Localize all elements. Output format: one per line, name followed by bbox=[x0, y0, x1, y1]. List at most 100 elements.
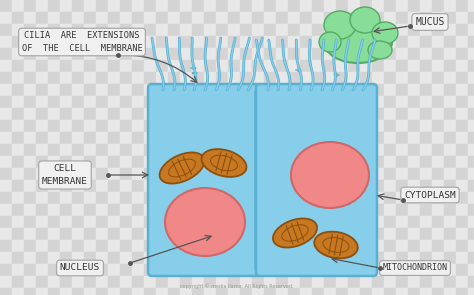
Bar bbox=[132, 48, 144, 60]
Bar bbox=[408, 108, 420, 120]
Bar bbox=[180, 156, 192, 168]
Bar bbox=[60, 12, 72, 24]
Bar bbox=[252, 252, 264, 264]
Bar bbox=[72, 264, 84, 276]
Bar bbox=[72, 84, 84, 96]
Bar bbox=[96, 24, 108, 36]
Ellipse shape bbox=[350, 7, 380, 33]
Bar bbox=[360, 240, 372, 252]
Bar bbox=[312, 84, 324, 96]
Bar bbox=[468, 36, 474, 48]
Bar bbox=[312, 168, 324, 180]
Bar bbox=[432, 12, 444, 24]
Bar bbox=[84, 72, 96, 84]
Bar bbox=[432, 120, 444, 132]
Bar bbox=[408, 168, 420, 180]
Bar bbox=[276, 12, 288, 24]
Bar bbox=[144, 252, 156, 264]
Bar bbox=[12, 264, 24, 276]
Bar bbox=[372, 132, 384, 144]
Bar bbox=[252, 120, 264, 132]
Bar bbox=[36, 72, 48, 84]
Bar bbox=[0, 0, 12, 12]
Bar bbox=[456, 72, 468, 84]
Bar bbox=[288, 216, 300, 228]
Bar bbox=[420, 96, 432, 108]
Bar bbox=[372, 168, 384, 180]
Bar bbox=[48, 216, 60, 228]
Bar bbox=[384, 168, 396, 180]
Ellipse shape bbox=[165, 188, 245, 256]
Bar bbox=[264, 0, 276, 12]
Bar bbox=[324, 108, 336, 120]
Bar bbox=[216, 204, 228, 216]
Bar bbox=[132, 252, 144, 264]
Bar bbox=[300, 180, 312, 192]
Bar bbox=[408, 36, 420, 48]
Bar bbox=[132, 264, 144, 276]
Bar bbox=[108, 240, 120, 252]
Bar bbox=[0, 84, 12, 96]
Bar bbox=[12, 72, 24, 84]
Bar bbox=[252, 216, 264, 228]
Bar bbox=[288, 240, 300, 252]
Bar bbox=[312, 48, 324, 60]
Bar bbox=[276, 108, 288, 120]
Bar bbox=[60, 288, 72, 295]
Bar bbox=[144, 168, 156, 180]
Bar bbox=[468, 144, 474, 156]
Bar bbox=[144, 84, 156, 96]
Bar bbox=[72, 156, 84, 168]
Bar bbox=[420, 36, 432, 48]
Bar bbox=[204, 240, 216, 252]
Bar bbox=[456, 180, 468, 192]
Bar bbox=[336, 180, 348, 192]
Bar bbox=[36, 0, 48, 12]
Bar bbox=[36, 216, 48, 228]
Bar bbox=[0, 216, 12, 228]
Bar bbox=[276, 240, 288, 252]
Bar bbox=[12, 192, 24, 204]
Bar bbox=[300, 144, 312, 156]
Bar bbox=[48, 60, 60, 72]
Bar bbox=[300, 108, 312, 120]
Bar bbox=[372, 0, 384, 12]
Bar bbox=[120, 36, 132, 48]
Bar bbox=[420, 192, 432, 204]
Bar bbox=[420, 204, 432, 216]
FancyBboxPatch shape bbox=[256, 84, 377, 276]
Bar bbox=[420, 84, 432, 96]
Bar bbox=[432, 96, 444, 108]
Bar bbox=[288, 144, 300, 156]
Bar bbox=[96, 96, 108, 108]
Text: CYTOPLASM: CYTOPLASM bbox=[404, 191, 456, 199]
Bar bbox=[84, 60, 96, 72]
Bar bbox=[396, 12, 408, 24]
Bar bbox=[60, 264, 72, 276]
Bar bbox=[408, 96, 420, 108]
Bar bbox=[360, 84, 372, 96]
Bar bbox=[132, 204, 144, 216]
Bar bbox=[360, 264, 372, 276]
Bar bbox=[168, 156, 180, 168]
Bar bbox=[348, 12, 360, 24]
Bar bbox=[216, 288, 228, 295]
Bar bbox=[408, 180, 420, 192]
Bar bbox=[72, 72, 84, 84]
Bar bbox=[408, 48, 420, 60]
Bar bbox=[348, 252, 360, 264]
Bar bbox=[240, 108, 252, 120]
Bar bbox=[384, 276, 396, 288]
Bar bbox=[96, 252, 108, 264]
Bar bbox=[180, 72, 192, 84]
Bar bbox=[276, 168, 288, 180]
Bar bbox=[24, 48, 36, 60]
Bar bbox=[456, 24, 468, 36]
Bar bbox=[204, 144, 216, 156]
Bar bbox=[432, 252, 444, 264]
Bar bbox=[420, 252, 432, 264]
Bar bbox=[48, 240, 60, 252]
Bar bbox=[240, 12, 252, 24]
Bar bbox=[228, 276, 240, 288]
Bar bbox=[276, 72, 288, 84]
